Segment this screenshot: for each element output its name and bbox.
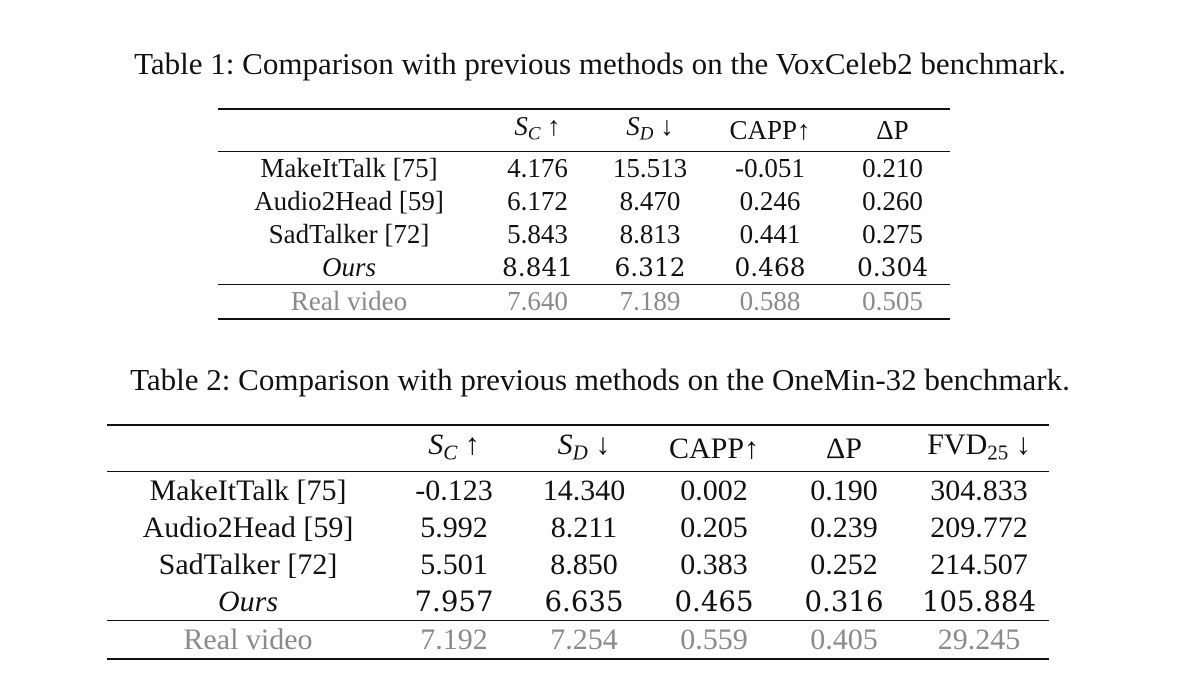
- table-row: SadTalker [72] 5.501 8.850 0.383 0.252 2…: [107, 546, 1049, 583]
- dp-cell: 0.275: [862, 218, 923, 249]
- capp-cell: 0.465: [674, 585, 754, 619]
- sc-cell: 5.501: [420, 548, 488, 582]
- table2-header-capp: CAPP↑: [668, 432, 760, 466]
- dp-cell: 0.239: [810, 511, 878, 545]
- sd-cell: 8.850: [550, 548, 618, 582]
- sc-cell: 8.841: [501, 252, 574, 282]
- table1-caption: Table 1: Comparison with previous method…: [134, 46, 1066, 81]
- dp-cell: 0.190: [810, 474, 878, 508]
- fvd-cell: 209.772: [930, 511, 1028, 545]
- sd-cell: 15.513: [612, 152, 688, 183]
- capp-cell: -0.051: [735, 152, 805, 183]
- table2-header-method: [107, 425, 389, 472]
- dp-cell: 0.252: [810, 548, 878, 582]
- dp-cell: 0.304: [856, 252, 929, 282]
- capp-cell: 0.559: [680, 623, 748, 657]
- capp-cell: 0.383: [680, 548, 748, 582]
- capp-cell: 0.441: [739, 218, 801, 249]
- method-cell: Ours: [217, 585, 278, 619]
- fvd-cell: 105.884: [921, 585, 1037, 619]
- table2-header-dp: ΔP: [826, 432, 862, 466]
- sd-cell: 8.813: [619, 218, 681, 249]
- sc-cell: 7.192: [420, 623, 488, 657]
- table2-header-row: SC ↑ SD ↓ CAPP↑ ΔP FVD25 ↓: [107, 425, 1049, 472]
- table-row-real-video: Real video 7.192 7.254 0.559 0.405 29.24…: [107, 621, 1049, 660]
- method-cell: Audio2Head [59]: [254, 185, 444, 216]
- method-cell: SadTalker [72]: [268, 218, 430, 249]
- table2-header-sd: SD ↓: [557, 428, 611, 465]
- capp-cell: 0.246: [739, 185, 801, 216]
- table2-header-fvd: FVD25 ↓: [927, 428, 1031, 465]
- table1-header-method: [218, 109, 480, 151]
- method-cell: MakeItTalk [75]: [260, 152, 438, 183]
- sd-cell: 14.340: [542, 474, 626, 508]
- table-row: Audio2Head [59] 5.992 8.211 0.205 0.239 …: [107, 509, 1049, 546]
- table1-header-dp: ΔP: [876, 114, 909, 145]
- sd-cell: 6.312: [614, 252, 686, 282]
- table-row: Audio2Head [59] 6.172 8.470 0.246 0.260: [218, 185, 950, 218]
- dp-cell: 0.316: [804, 585, 884, 619]
- sd-cell: 8.211: [550, 511, 618, 545]
- sc-cell: 7.957: [414, 585, 494, 619]
- dp-cell: 0.210: [862, 152, 923, 183]
- fvd-cell: 214.507: [930, 548, 1028, 582]
- sd-cell: 7.254: [550, 623, 618, 657]
- table-row-ours: Ours 7.957 6.635 0.465 0.316 105.884: [107, 583, 1049, 621]
- table2-header-sc: SC ↑: [428, 428, 480, 465]
- table-row-real-video: Real video 7.640 7.189 0.588 0.505: [218, 284, 950, 319]
- table1-header-row: SC ↑ SD ↓ CAPP↑ ΔP: [218, 109, 950, 152]
- capp-cell: 0.205: [680, 511, 748, 545]
- method-cell: Real video: [183, 623, 313, 657]
- method-cell: Ours: [321, 251, 376, 282]
- table1: SC ↑ SD ↓ CAPP↑ ΔP MakeItTalk [75] 4.176…: [218, 108, 950, 320]
- table1-header-sd: SD ↓: [626, 111, 674, 145]
- sc-cell: 5.843: [507, 218, 568, 249]
- dp-cell: 0.260: [862, 185, 923, 216]
- capp-cell: 0.468: [734, 252, 806, 282]
- table-row: SadTalker [72] 5.843 8.813 0.441 0.275: [218, 218, 950, 251]
- table-row: MakeItTalk [75] 4.176 15.513 -0.051 0.21…: [218, 151, 950, 185]
- sc-cell: 5.992: [420, 511, 488, 545]
- sc-cell: 7.640: [507, 285, 568, 316]
- table-row: MakeItTalk [75] -0.123 14.340 0.002 0.19…: [107, 472, 1049, 510]
- capp-cell: 0.002: [680, 474, 748, 508]
- table2-caption: Table 2: Comparison with previous method…: [130, 362, 1070, 397]
- dp-cell: 0.405: [810, 623, 878, 657]
- sd-cell: 8.470: [619, 185, 681, 216]
- table2: SC ↑ SD ↓ CAPP↑ ΔP FVD25 ↓ MakeItTalk [7…: [107, 424, 1049, 660]
- sc-cell: -0.123: [415, 474, 493, 508]
- sc-cell: 6.172: [507, 185, 568, 216]
- table1-header-capp: CAPP↑: [729, 114, 811, 145]
- sd-cell: 6.635: [544, 585, 624, 619]
- fvd-cell: 304.833: [930, 474, 1028, 508]
- sc-cell: 4.176: [507, 152, 568, 183]
- method-cell: Real video: [290, 285, 408, 316]
- capp-cell: 0.588: [739, 285, 801, 316]
- method-cell: MakeItTalk [75]: [149, 474, 347, 508]
- method-cell: SadTalker [72]: [158, 548, 338, 582]
- table-row-ours: Ours 8.841 6.312 0.468 0.304: [218, 251, 950, 285]
- dp-cell: 0.505: [862, 285, 923, 316]
- method-cell: Audio2Head [59]: [142, 511, 354, 545]
- table1-header-sc: SC ↑: [514, 111, 561, 145]
- sd-cell: 7.189: [619, 285, 681, 316]
- fvd-cell: 29.245: [937, 623, 1021, 657]
